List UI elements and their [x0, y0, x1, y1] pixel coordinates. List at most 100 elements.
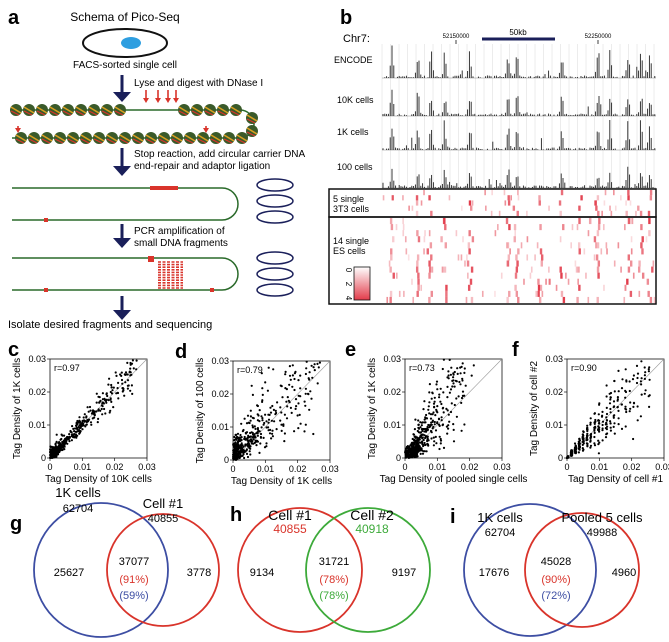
heat-cell [423, 190, 425, 196]
scatter-point [49, 445, 52, 448]
scatter-point [453, 385, 456, 388]
scatter-point [407, 451, 410, 454]
heat-cell [506, 242, 509, 249]
scatter-point [459, 366, 462, 369]
scatter-point [589, 437, 592, 440]
scatter-point [613, 432, 616, 435]
nucleosome-stripe [236, 138, 246, 144]
track-label-10k: 10K cells [337, 95, 374, 105]
scatter-point [461, 362, 464, 365]
nucleosome [41, 132, 53, 144]
nucleosome [49, 104, 61, 116]
scatter-point [639, 380, 643, 383]
scatter-point [429, 429, 433, 433]
scatter-point [267, 429, 270, 432]
scatter-point [105, 393, 108, 396]
heat-cell [442, 218, 445, 225]
scatter-point [590, 432, 593, 436]
scatter-point [104, 412, 107, 415]
heat-cell [617, 242, 620, 249]
heat-cell [549, 278, 551, 285]
nucleosome-stripe [101, 110, 111, 116]
scatter-point [613, 422, 616, 425]
heat-cell [620, 266, 622, 273]
scatter-point [293, 377, 296, 381]
scatter-point [636, 376, 639, 380]
nucleosome-stripe [246, 131, 256, 137]
heat-cell [597, 224, 601, 231]
heat-cell [420, 284, 423, 291]
x-tick-label: 0.01 [257, 464, 275, 474]
x-tick-label: 0.01 [429, 462, 447, 472]
scatter-point [240, 422, 243, 425]
single-cell-heatmap [382, 190, 656, 303]
scatter-point [585, 436, 588, 440]
scatter-point [85, 416, 88, 419]
scatter-point [612, 400, 616, 403]
scatter-point [448, 391, 451, 394]
heat-cell [471, 236, 475, 243]
scatter-point [453, 370, 456, 374]
browser-tracks [382, 45, 656, 189]
nucleosome [132, 132, 144, 144]
scatter-point [293, 372, 296, 375]
process-arrow-head [113, 166, 131, 176]
scatter-point [617, 409, 620, 412]
scatter-point [80, 424, 84, 427]
scatter-point [421, 452, 425, 455]
nucleosome-stripe [184, 138, 194, 144]
scatter-point [295, 405, 298, 408]
scatter-point [124, 371, 128, 374]
heat-cell [514, 272, 518, 279]
nucleosome-stripe [191, 106, 203, 114]
heat-cell [507, 200, 511, 206]
scatter-point [101, 413, 104, 416]
scatter-point [317, 366, 320, 369]
heat-cell [597, 210, 600, 216]
nucleosome-stripe [210, 138, 220, 144]
heat-cell [470, 205, 473, 211]
scatter-point [593, 429, 596, 432]
scatter-point [435, 442, 438, 445]
nucleosome [171, 132, 183, 144]
scatter-point [70, 439, 73, 442]
scatter-point [238, 438, 241, 441]
nucleosome-stripe [41, 134, 53, 142]
scatter-point [460, 429, 463, 432]
scatter-point [447, 374, 450, 377]
nucleosome [236, 132, 248, 144]
heat-cell [468, 230, 471, 237]
scatter-point [639, 415, 643, 418]
venn-i-left-circle [463, 503, 597, 637]
scatter-point [235, 435, 239, 439]
heat-cell [470, 266, 474, 273]
scatter-point [585, 434, 589, 437]
y-tick-label: 0.03 [211, 356, 229, 366]
scatter-point [601, 414, 604, 417]
scatter-point [284, 373, 287, 376]
scatter-point [262, 423, 265, 426]
heat-cell [641, 272, 645, 279]
scatter-point [450, 402, 453, 405]
scatter-point [410, 443, 413, 446]
scatter-point [423, 430, 426, 433]
scatter-point [461, 377, 464, 380]
scatter-point [254, 439, 257, 442]
y-tick-label: 0.01 [545, 420, 563, 430]
scatter-point [276, 401, 279, 404]
scatter-point [643, 392, 646, 395]
nucleosome-stripe [246, 114, 258, 122]
scatter-point [109, 397, 112, 400]
scatter-point [593, 412, 597, 415]
scatter-point [261, 417, 264, 420]
heat-cell [627, 266, 631, 273]
scatter-point [247, 421, 250, 424]
scatter-point [260, 415, 263, 418]
venn-g-left-only: 25627 [54, 567, 85, 579]
scatter-point [432, 402, 436, 405]
heat-cell [626, 278, 629, 285]
scatter-point [428, 391, 431, 394]
scatter-point [116, 387, 119, 390]
scatter-point [129, 367, 132, 370]
heat-cell [507, 195, 510, 201]
